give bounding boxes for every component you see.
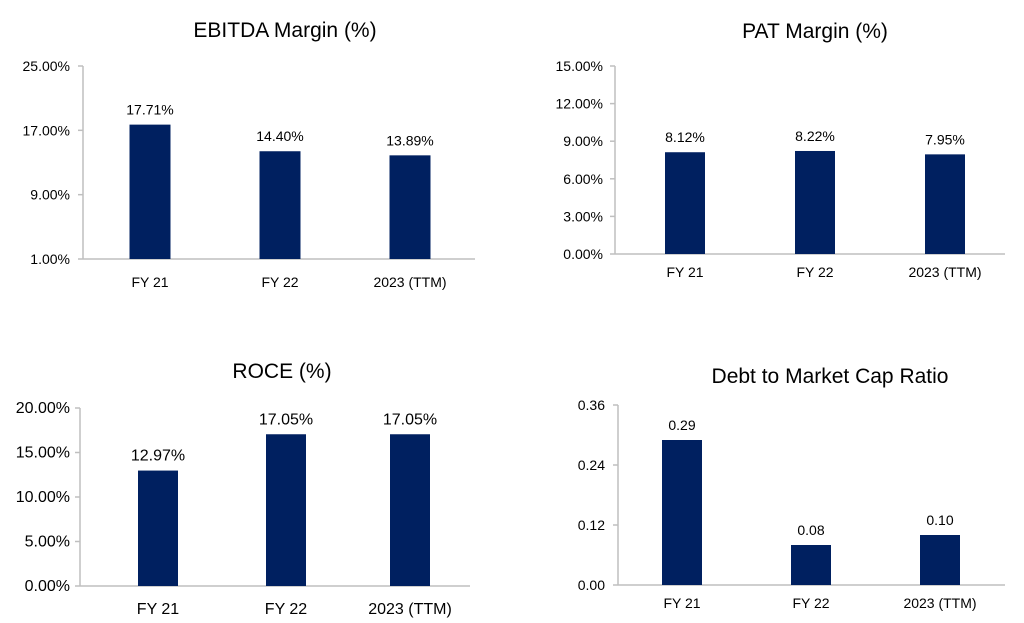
bar-fy-21: [138, 470, 178, 586]
bar-fy-22: [259, 151, 301, 259]
y-tick-label: 15.00%: [16, 445, 70, 462]
bar-2023-ttm: [390, 434, 430, 586]
bar-fy-21: [662, 440, 702, 585]
bar-fy-22: [795, 150, 835, 254]
x-category-label: FY 22: [265, 601, 308, 618]
y-tick-label: 6.00%: [563, 171, 603, 187]
x-category-label: FY 21: [137, 601, 180, 618]
chart-title: EBITDA Margin (%): [193, 19, 376, 42]
y-tick-label: 0.00%: [563, 246, 603, 262]
bar-fy-21: [129, 124, 171, 259]
y-tick-label: 9.00%: [30, 187, 70, 203]
y-tick-label: 0.00: [578, 577, 605, 593]
data-label: 0.10: [926, 512, 953, 528]
data-label: 8.22%: [795, 128, 835, 144]
data-label: 17.71%: [126, 102, 173, 118]
data-label: 7.95%: [925, 131, 965, 147]
debt-to-market-cap-chart: Debt to Market Cap Ratio 0.00 0.12 0.24 0.36…: [578, 365, 1005, 611]
chart-title: ROCE (%): [232, 360, 331, 383]
x-category-label: FY 22: [796, 264, 833, 280]
y-tick-label: 20.00%: [16, 400, 70, 417]
x-category-label: FY 21: [666, 264, 703, 280]
y-tick-label: 0.00%: [25, 578, 70, 595]
data-label: 0.08: [797, 522, 824, 538]
data-label: 14.40%: [256, 128, 303, 144]
x-category-label: 2023 (TTM): [373, 274, 446, 290]
x-category-label: 2023 (TTM): [368, 601, 452, 618]
ebitda-margin-chart: EBITDA Margin (%) 1.00% 9.00% 17.00% 25.00% 1…: [23, 19, 475, 290]
x-category-label: FY 21: [131, 274, 168, 290]
bar-2023-ttm: [920, 535, 960, 585]
data-label: 12.97%: [131, 448, 185, 465]
data-label: 13.89%: [386, 132, 433, 148]
y-tick-label: 25.00%: [23, 58, 70, 74]
bar-fy-22: [266, 434, 306, 586]
data-label: 17.05%: [383, 411, 437, 428]
bar-2023-ttm: [925, 154, 965, 254]
bar-fy-21: [665, 152, 705, 254]
y-tick-label: 5.00%: [25, 534, 70, 551]
y-tick-label: 12.00%: [556, 96, 603, 112]
chart-title: Debt to Market Cap Ratio: [712, 365, 949, 388]
y-tick-label: 0.36: [578, 397, 605, 413]
y-tick-label: 3.00%: [563, 208, 603, 224]
y-tick-label: 0.24: [578, 457, 605, 473]
y-tick-label: 17.00%: [23, 122, 70, 138]
x-category-label: 2023 (TTM): [903, 595, 976, 611]
roce-chart: ROCE (%) 0.00% 5.00% 10.00% 15.00% 20.00% 12.9…: [16, 360, 470, 618]
pat-margin-chart: PAT Margin (%) 0.00% 3.00% 6.00% 9.00% 12.00%…: [556, 20, 1005, 280]
bar-2023-ttm: [389, 155, 431, 259]
y-tick-label: 0.12: [578, 517, 605, 533]
y-tick-label: 15.00%: [556, 58, 603, 74]
x-category-label: FY 21: [663, 595, 700, 611]
data-label: 17.05%: [259, 411, 313, 428]
x-category-label: FY 22: [792, 595, 829, 611]
data-label: 0.29: [668, 417, 695, 433]
y-tick-label: 1.00%: [30, 251, 70, 267]
data-label: 8.12%: [665, 129, 705, 145]
y-tick-label: 10.00%: [16, 489, 70, 506]
x-category-label: 2023 (TTM): [908, 264, 981, 280]
bar-fy-22: [791, 545, 831, 585]
y-tick-label: 9.00%: [563, 133, 603, 149]
x-category-label: FY 22: [261, 274, 298, 290]
chart-title: PAT Margin (%): [742, 20, 888, 43]
